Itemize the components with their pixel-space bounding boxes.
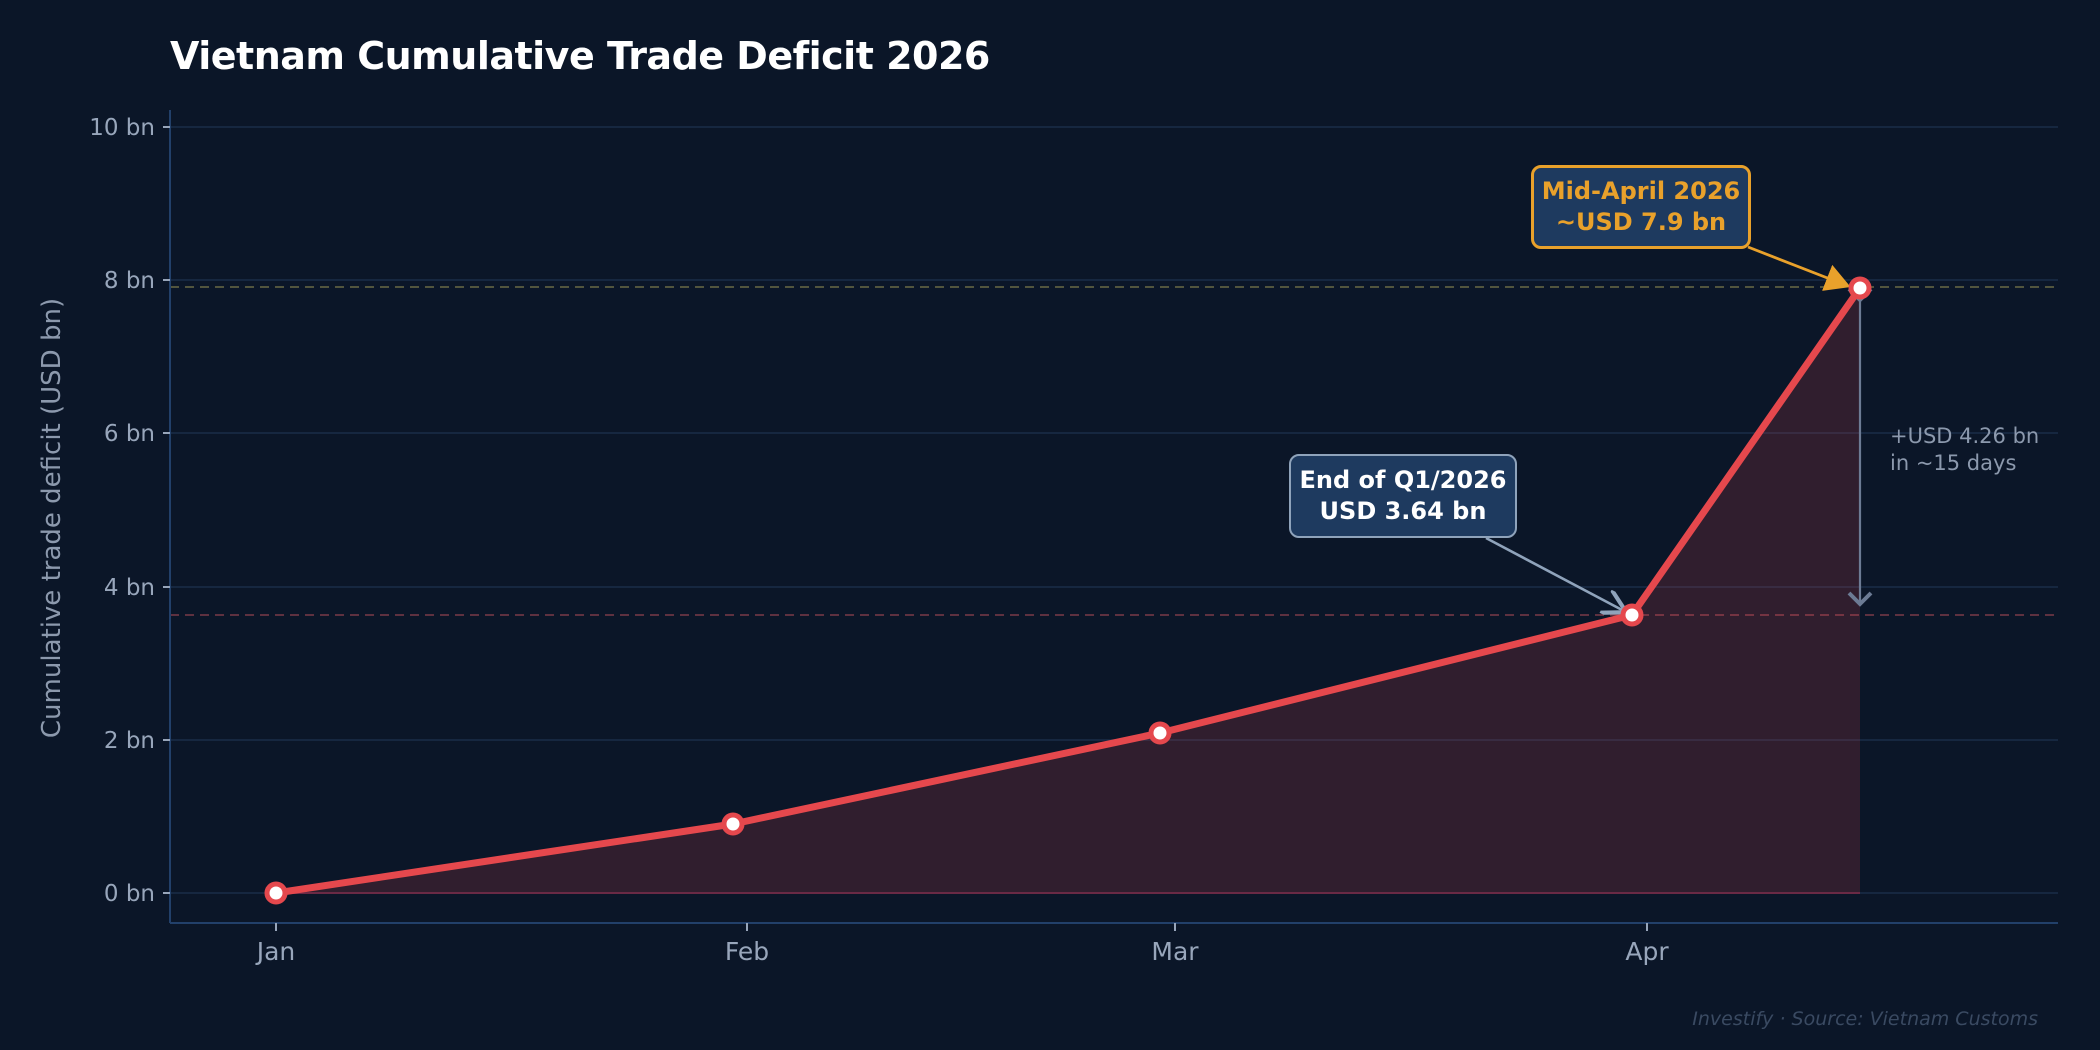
april-callout-arrow [1747,245,1851,291]
x-axis-ticks [275,923,1648,931]
delta-label-line1: +USD 4.26 bn [1890,424,2039,448]
q1-callout-line2: USD 3.64 bn [1319,497,1487,525]
q1-callout: End of Q1/2026 USD 3.64 bn [1289,454,1517,538]
mid-april-callout-line2: ~USD 7.9 bn [1555,208,1727,236]
q1-callout-line1: End of Q1/2026 [1299,466,1507,494]
axes [169,110,2058,924]
y-tick-10: 10 bn [89,115,155,141]
chart-title: Vietnam Cumulative Trade Deficit 2026 [170,34,990,78]
mid-april-callout-line1: Mid-April 2026 [1541,177,1741,205]
x-tick-jan: Jan [255,937,296,966]
x-tick-apr: Apr [1625,937,1669,966]
x-tick-feb: Feb [725,937,769,966]
mid-april-callout: Mid-April 2026 ~USD 7.9 bn [1531,165,1751,249]
y-axis-ticks [163,126,170,894]
y-tick-6: 6 bn [104,421,155,447]
source-footer: Investify · Source: Vietnam Customs [1692,1008,2038,1030]
y-tick-4: 4 bn [104,575,155,601]
delta-label-line2: in ~15 days [1890,451,2016,475]
x-axis-labels: Jan Feb Mar Apr [255,937,1670,966]
y-tick-2: 2 bn [104,728,155,754]
x-tick-mar: Mar [1151,937,1199,966]
y-axis-labels: 0 bn 2 bn 4 bn 6 bn 8 bn 10 bn [89,115,155,907]
point-q1-end[interactable] [1620,603,1644,627]
point-mid-april[interactable] [1848,276,1872,300]
point-feb[interactable] [721,812,745,836]
point-jan[interactable] [264,881,288,905]
y-tick-0: 0 bn [104,881,155,907]
q1-callout-arrow [1485,536,1624,611]
point-mar[interactable] [1148,721,1172,745]
y-tick-8: 8 bn [104,268,155,294]
y-axis-label: Cumulative trade deficit (USD bn) [37,298,67,738]
data-points [264,276,1872,905]
area-fill [276,288,1860,893]
